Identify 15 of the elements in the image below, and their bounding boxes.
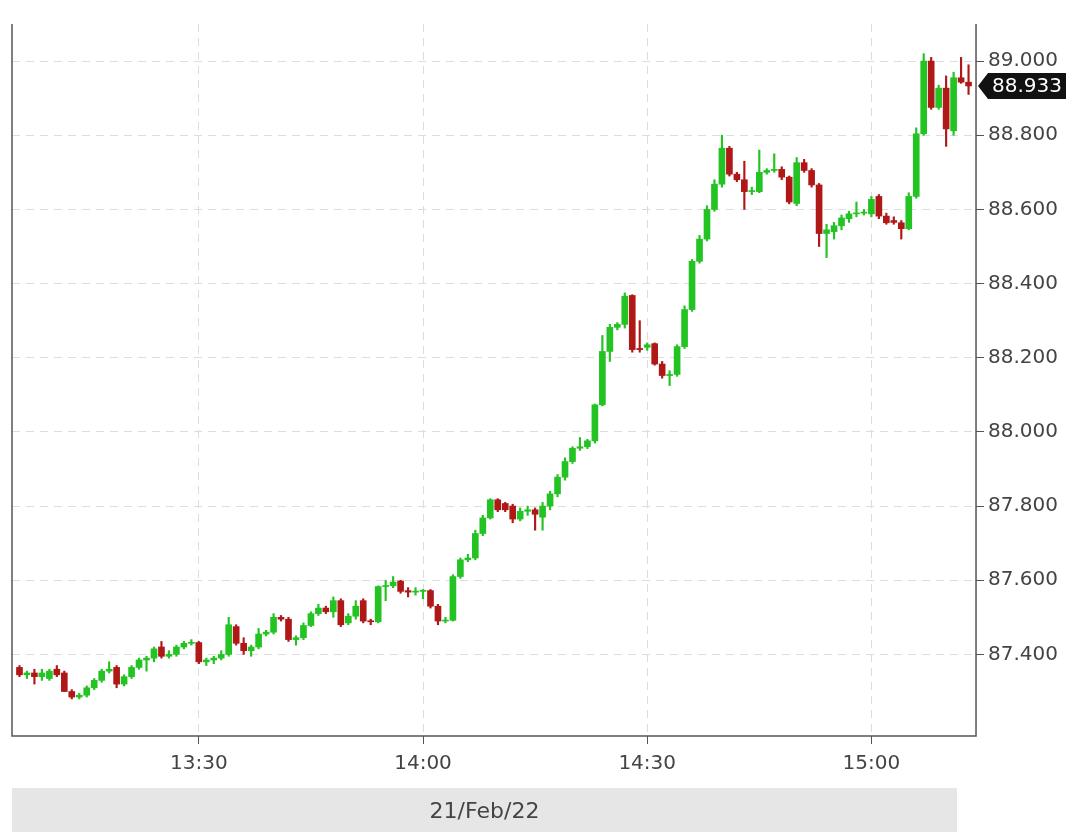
y-tick-label: 87.800 — [988, 492, 1058, 517]
y-tick-label: 88.200 — [988, 343, 1058, 368]
y-tick-label: 88.600 — [988, 195, 1058, 220]
x-tick-label: 13:30 — [170, 750, 228, 775]
text: 88.933 — [992, 73, 1062, 98]
y-tick-label: 88.800 — [988, 121, 1058, 146]
y-tick-label: 87.400 — [988, 640, 1058, 665]
x-tick-label: 15:00 — [842, 750, 901, 775]
x-axis-title: 21/Feb/22 — [12, 788, 957, 832]
y-tick-label: 87.600 — [988, 566, 1058, 591]
y-tick-label: 88.000 — [988, 418, 1058, 443]
y-tick-label: 89.000 — [988, 47, 1058, 72]
y-tick-label: 88.400 — [988, 269, 1058, 294]
x-tick-label: 14:30 — [618, 750, 677, 775]
x-tick-label: 14:00 — [394, 750, 452, 775]
